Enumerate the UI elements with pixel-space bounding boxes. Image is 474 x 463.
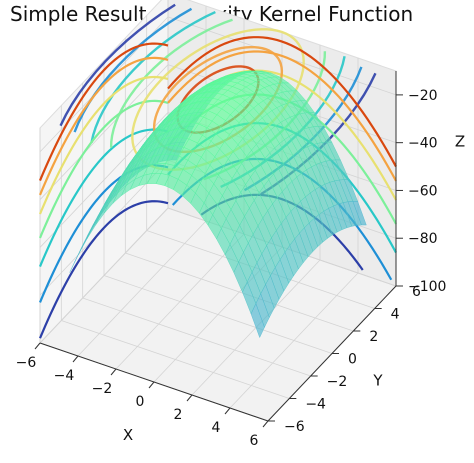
contour-profile-left (38, 75, 169, 215)
x-tick (186, 394, 193, 402)
z-tick-label: −100 (408, 279, 446, 295)
contour-line (59, 3, 176, 127)
x-tick-label: −4 (54, 368, 75, 384)
y-tick-label: −2 (327, 374, 348, 390)
surface-patch (250, 303, 265, 339)
contour-profile-left (38, 200, 169, 339)
z-tick-label: −80 (408, 231, 438, 247)
z-tick-label: −20 (408, 88, 438, 104)
contour-line (109, 18, 233, 148)
x-tick (34, 342, 41, 350)
x-tick (262, 420, 269, 428)
grid-line (39, 112, 169, 248)
x-tick (148, 381, 155, 389)
y-tick-label: −4 (305, 397, 326, 413)
x-tick-label: 6 (250, 433, 259, 449)
y-axis-label: Y (372, 372, 383, 390)
y-tick-label: 4 (391, 307, 400, 323)
x-tick-label: −2 (92, 381, 113, 397)
x-tick-label: 2 (174, 407, 183, 423)
x-tick (110, 368, 117, 376)
contour-line (90, 10, 216, 144)
x-tick-label: 0 (136, 394, 145, 410)
surface (69, 70, 367, 339)
grid-line (39, 207, 169, 344)
x-tick (224, 407, 231, 415)
contour-profile-back (167, 36, 397, 168)
contour-profile-left (38, 128, 169, 267)
contour-profile-left (38, 56, 169, 196)
z-tick-label: −60 (408, 183, 438, 199)
contour-profile-left (38, 42, 169, 181)
contour-profile-back (167, 50, 397, 182)
grid-line (39, 64, 169, 200)
x-tick-label: −6 (16, 355, 37, 371)
z-axis-label: Z (455, 133, 465, 151)
x-axis-label: X (123, 426, 133, 444)
contour-line (316, 66, 363, 135)
y-tick-label: 6 (412, 284, 421, 300)
z-tick-label: −40 (408, 136, 438, 152)
x-tick (72, 355, 79, 363)
y-tick-label: −6 (284, 419, 305, 435)
y-tick-label: 0 (348, 352, 357, 368)
y-tick-label: 2 (369, 329, 378, 345)
x-tick-label: 4 (212, 420, 221, 436)
contour-profile-left (38, 99, 169, 239)
